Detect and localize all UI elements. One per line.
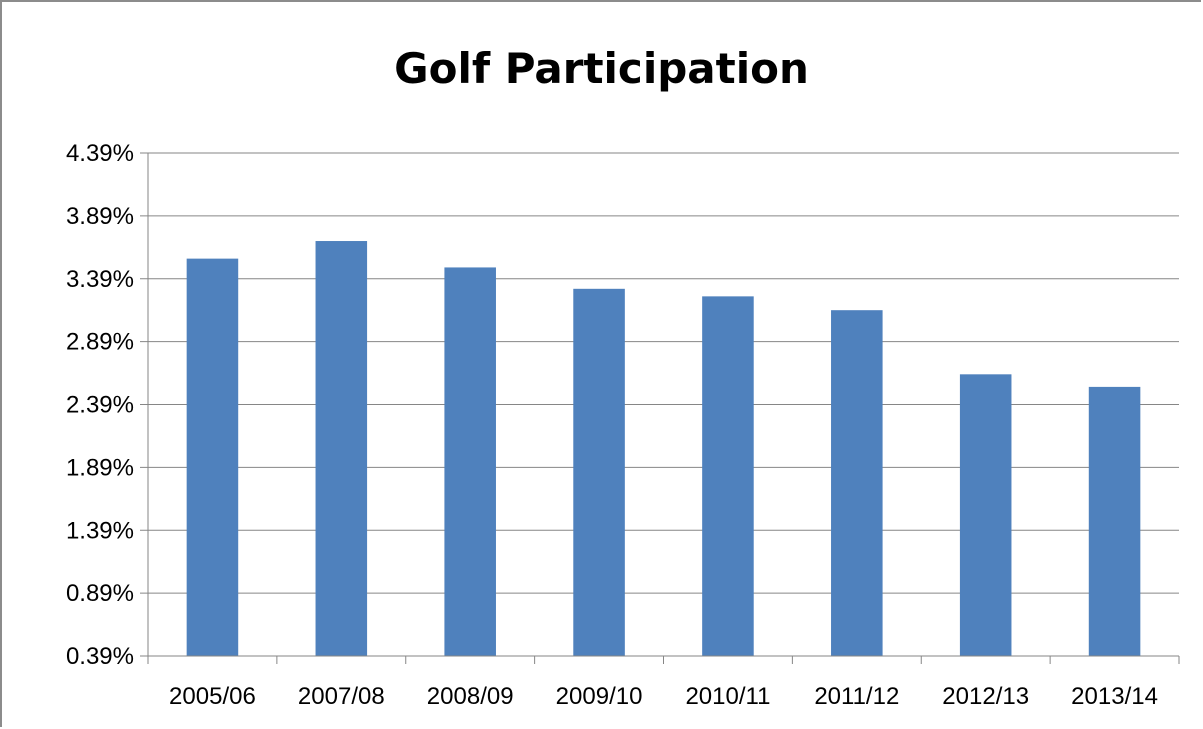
x-tick-labels: 2005/06 2007/08 2008/09 2009/10 2010/11 2011/… <box>169 683 1158 710</box>
bar <box>315 241 368 656</box>
chart-title: Golf Participation <box>394 44 809 93</box>
bar <box>1088 386 1141 656</box>
x-tick-label: 2012/13 <box>942 683 1029 710</box>
axes <box>140 152 1180 664</box>
y-tick-labels: 0.39% 0.89% 1.39% 1.89% 2.39% 2.89% 3.39% 3.89%… <box>66 140 134 670</box>
bar <box>444 267 496 656</box>
y-tick-label: 2.39% <box>66 392 134 419</box>
y-tick-label: 3.39% <box>66 266 134 293</box>
bar <box>573 288 625 656</box>
y-tick-label: 1.39% <box>66 517 134 544</box>
y-tick-label: 0.89% <box>66 580 134 607</box>
x-tick-label: 2008/09 <box>427 683 514 710</box>
x-tick-label: 2009/10 <box>556 683 643 710</box>
y-tick-label: 4.39% <box>66 140 134 167</box>
bar <box>702 296 754 656</box>
x-tick-label: 2007/08 <box>298 683 385 710</box>
y-tick-label: 0.39% <box>66 643 134 670</box>
bar <box>959 374 1012 656</box>
bar <box>831 310 883 656</box>
bars <box>186 241 1141 656</box>
gridlines <box>148 152 1179 594</box>
x-tick-label: 2005/06 <box>169 683 256 710</box>
y-tick-label: 2.89% <box>66 329 134 356</box>
bar <box>186 258 239 656</box>
y-tick-label: 1.89% <box>66 454 134 481</box>
x-tick-label: 2011/12 <box>814 683 899 710</box>
y-tick-label: 3.89% <box>66 203 134 230</box>
x-tick-label: 2013/14 <box>1071 683 1158 710</box>
x-tick-label: 2010/11 <box>685 683 770 710</box>
